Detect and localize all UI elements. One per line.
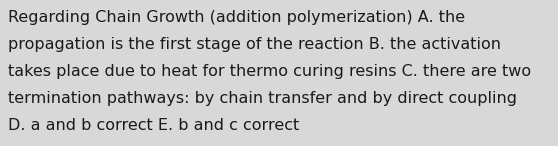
Text: takes place due to heat for thermo curing resins C. there are two: takes place due to heat for thermo curin… — [8, 64, 531, 79]
Text: Regarding Chain Growth (addition polymerization) A. the: Regarding Chain Growth (addition polymer… — [8, 10, 465, 25]
Text: termination pathways: by chain transfer and by direct coupling: termination pathways: by chain transfer … — [8, 91, 517, 106]
Text: propagation is the first stage of the reaction B. the activation: propagation is the first stage of the re… — [8, 37, 502, 52]
Text: D. a and b correct E. b and c correct: D. a and b correct E. b and c correct — [8, 118, 300, 133]
